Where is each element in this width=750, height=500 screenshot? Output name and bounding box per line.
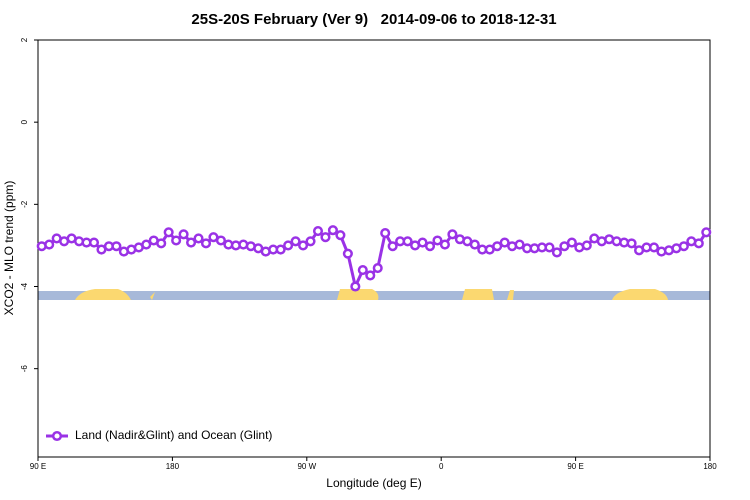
y-tick-label: -6 xyxy=(20,365,29,373)
data-point xyxy=(290,236,301,247)
data-point xyxy=(544,242,555,253)
data-point xyxy=(156,238,167,249)
data-point xyxy=(88,237,100,248)
data-point xyxy=(447,229,458,240)
data-point xyxy=(424,241,436,252)
data-point xyxy=(372,262,383,274)
x-axis-label: Longitude (deg E) xyxy=(326,476,421,490)
land-patch xyxy=(462,289,494,300)
land-patch xyxy=(75,289,131,300)
y-axis-label: XCO2 - MLO trend (ppm) xyxy=(2,181,16,316)
data-point xyxy=(305,236,316,247)
land-patch xyxy=(150,292,155,300)
data-point xyxy=(357,265,368,276)
data-point xyxy=(111,241,122,252)
x-tick-label: 90 E xyxy=(567,462,583,471)
data-point xyxy=(193,233,204,244)
data-point xyxy=(581,240,592,251)
data-point xyxy=(320,232,331,243)
data-point xyxy=(275,244,286,255)
y-tick-label: -2 xyxy=(20,200,29,208)
data-point xyxy=(335,230,346,241)
land-ocean-strip xyxy=(38,289,710,300)
data-point xyxy=(551,247,562,258)
y-tick-label: 0 xyxy=(20,119,29,124)
data-point xyxy=(432,235,443,246)
data-point xyxy=(327,225,338,236)
data-point xyxy=(178,229,189,240)
data-point xyxy=(298,240,309,251)
y-tick-label: 2 xyxy=(20,37,29,42)
data-point xyxy=(559,241,570,252)
data-point xyxy=(701,227,712,238)
data-point xyxy=(171,235,182,246)
data-point xyxy=(693,238,704,249)
data-point xyxy=(514,239,525,250)
data-point xyxy=(566,237,577,248)
data-point xyxy=(402,236,413,247)
data-point xyxy=(469,239,480,250)
land-patch xyxy=(337,289,379,300)
legend-label: Land (Nadir&Glint) and Ocean (Glint) xyxy=(75,428,272,442)
data-point xyxy=(312,225,324,237)
x-tick-label: 0 xyxy=(439,462,444,471)
data-point xyxy=(200,238,212,249)
data-point xyxy=(215,235,226,246)
data-point xyxy=(44,239,55,250)
data-point xyxy=(365,270,376,281)
land-patch xyxy=(507,290,514,300)
data-point xyxy=(283,240,294,251)
x-tick-label: 90 W xyxy=(297,462,316,471)
data-point xyxy=(350,281,361,292)
x-tick-label: 180 xyxy=(166,462,180,471)
y-tick-label: -4 xyxy=(20,282,29,290)
data-point xyxy=(626,238,637,249)
chart-title: 25S-20S February (Ver 9) 2014-09-06 to 2… xyxy=(191,11,556,28)
data-point xyxy=(678,241,689,252)
data-point xyxy=(439,239,450,250)
land-patch xyxy=(612,289,668,300)
data-point xyxy=(380,228,391,239)
data-point xyxy=(499,237,510,248)
x-tick-label: 180 xyxy=(703,462,717,471)
legend-marker xyxy=(51,430,63,442)
data-point xyxy=(648,242,660,253)
data-point xyxy=(417,237,428,248)
x-tick-label: 90 E xyxy=(30,462,46,471)
data-point xyxy=(492,241,503,252)
data-point xyxy=(186,237,197,248)
data-point xyxy=(141,239,152,250)
data-point xyxy=(387,241,398,252)
data-point xyxy=(342,248,353,259)
data-point xyxy=(163,227,174,238)
